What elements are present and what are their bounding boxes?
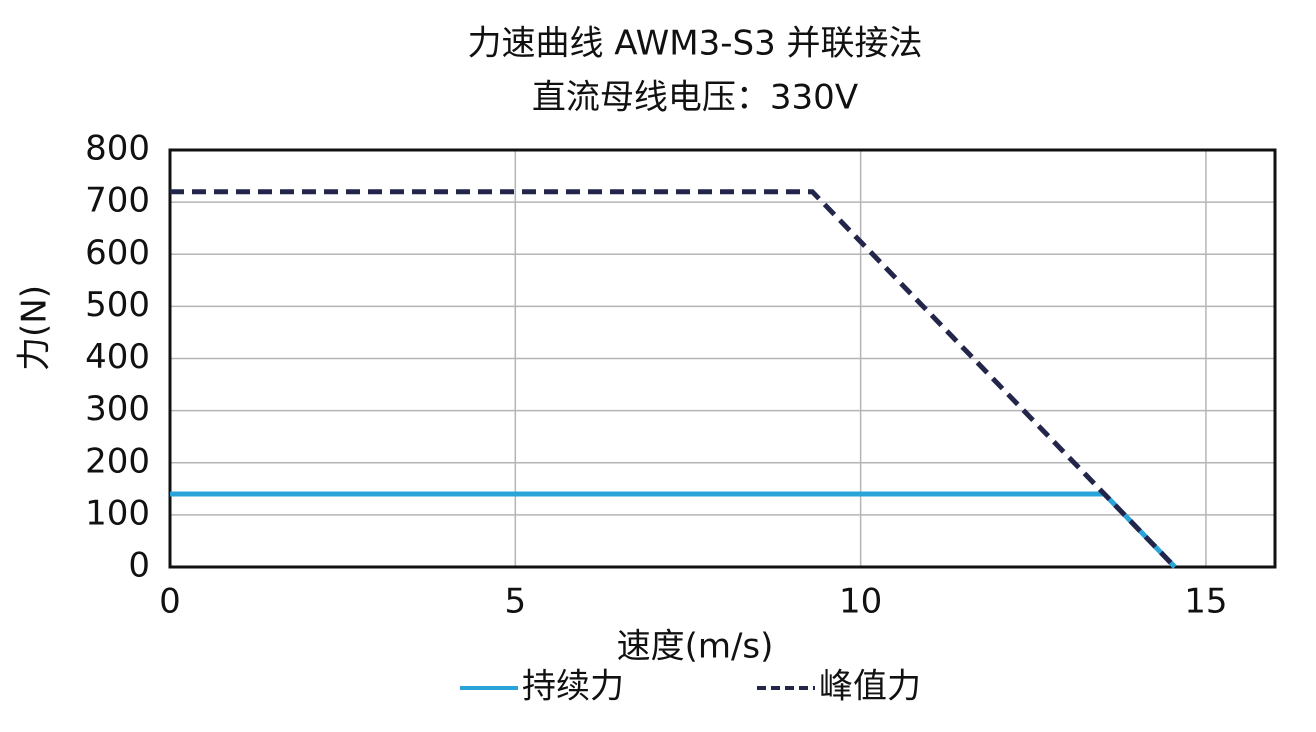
x-tick-label: 0 <box>159 582 181 622</box>
legend-label: 持续力 <box>522 667 624 707</box>
x-tick-label: 10 <box>839 582 882 622</box>
y-tick-label: 400 <box>85 337 150 377</box>
x-tick-label: 5 <box>504 582 526 622</box>
y-tick-label: 0 <box>128 546 150 586</box>
legend-label: 峰值力 <box>819 667 921 707</box>
y-tick-label: 500 <box>85 285 150 325</box>
data-line <box>170 491 1177 569</box>
y-tick-label: 600 <box>85 233 150 273</box>
y-tick-label: 200 <box>85 441 150 481</box>
y-axis-label: 力(N) <box>15 285 55 371</box>
y-tick-label: 700 <box>85 181 150 221</box>
y-tick-label: 800 <box>85 129 150 169</box>
x-axis-label: 速度(m/s) <box>617 627 774 667</box>
chart-title: 力速曲线 AWM3-S3 并联接法 <box>467 24 922 64</box>
y-tick-label: 100 <box>85 493 150 533</box>
chart-subtitle: 直流母线电压：330V <box>532 78 858 118</box>
plot-frame <box>168 148 1277 569</box>
x-tick-label: 15 <box>1184 582 1227 622</box>
data-line <box>170 189 1177 569</box>
y-tick-label: 300 <box>85 389 150 429</box>
